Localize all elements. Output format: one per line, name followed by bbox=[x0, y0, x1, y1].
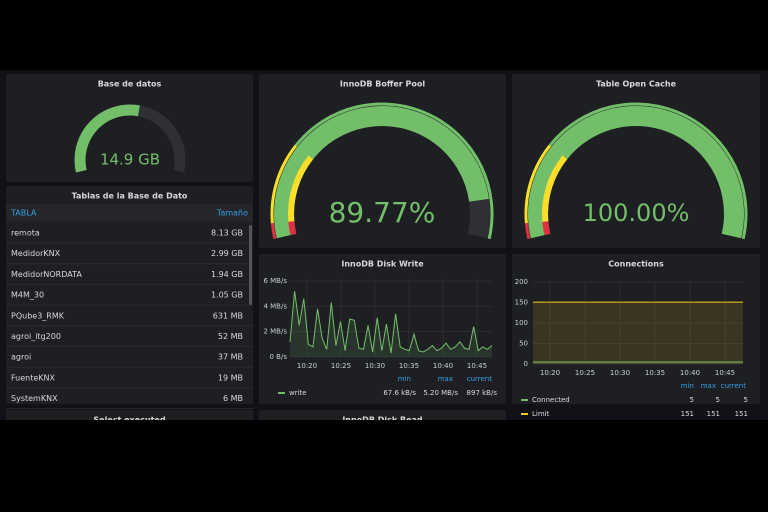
panel-title: Base de datos bbox=[98, 80, 162, 89]
cell: 6 MB bbox=[223, 394, 243, 403]
cell: 52 MB bbox=[218, 332, 243, 341]
gauge-arc bbox=[74, 104, 140, 173]
gauge-value: 89.77% bbox=[329, 196, 436, 229]
cell: MedidorNORDATA bbox=[11, 270, 82, 279]
legend-stat: 151 bbox=[707, 410, 720, 418]
legend-header: max bbox=[438, 375, 453, 383]
cell: 8.13 GB bbox=[211, 229, 243, 238]
x-tick-label: 10:40 bbox=[433, 362, 453, 370]
legend-stat: 151 bbox=[735, 410, 748, 418]
series-area bbox=[290, 291, 492, 357]
cell: 37 MB bbox=[218, 353, 243, 362]
y-tick-label: 4 MB/s bbox=[263, 302, 287, 310]
x-tick-label: 10:25 bbox=[331, 362, 351, 370]
panel-title: InnoDB Boffer Pool bbox=[340, 80, 425, 89]
panel-title: Table Open Cache bbox=[596, 80, 677, 89]
panel-title: Connections bbox=[608, 260, 664, 269]
gauge-arc bbox=[288, 221, 297, 236]
legend-stat: 151 bbox=[681, 410, 694, 418]
gauge-value: 14.9 GB bbox=[100, 151, 160, 169]
cell: 19 MB bbox=[218, 373, 243, 382]
gauge-arc bbox=[270, 144, 298, 224]
gauge-arc bbox=[274, 106, 489, 239]
legend-name: Connected bbox=[532, 396, 570, 404]
cell: 1.94 GB bbox=[211, 270, 243, 279]
cell: 1.05 GB bbox=[211, 291, 243, 300]
panel-title: Tablas de la Base de Dato bbox=[72, 192, 188, 201]
cell: PQube3_RMK bbox=[11, 311, 65, 320]
y-tick-label: 0 bbox=[524, 360, 528, 368]
series-area bbox=[533, 361, 743, 364]
gauge-arc bbox=[542, 221, 551, 236]
x-tick-label: 10:35 bbox=[645, 369, 665, 377]
panel bbox=[512, 254, 760, 404]
cell: agroi bbox=[11, 353, 31, 362]
gauge-arc bbox=[548, 102, 748, 240]
cell: M4M_30 bbox=[11, 291, 44, 300]
gauge-arc bbox=[288, 155, 314, 222]
panel bbox=[259, 410, 506, 420]
legend-header: max bbox=[701, 382, 716, 390]
panel bbox=[6, 186, 253, 404]
y-tick-label: 100 bbox=[515, 319, 528, 327]
legend-stat: 5 bbox=[716, 396, 720, 404]
y-tick-label: 150 bbox=[515, 299, 528, 307]
gauge-arc bbox=[270, 222, 277, 240]
x-tick-label: 10:45 bbox=[467, 362, 487, 370]
x-tick-label: 10:35 bbox=[399, 362, 419, 370]
x-tick-label: 10:40 bbox=[680, 369, 700, 377]
series-line bbox=[289, 291, 493, 354]
gauge-arc bbox=[524, 144, 552, 224]
x-tick-label: 10:30 bbox=[610, 369, 630, 377]
legend-stat: 897 kB/s bbox=[467, 389, 498, 397]
cell: remota bbox=[11, 229, 40, 238]
legend-stat: 67.6 kB/s bbox=[383, 389, 416, 397]
x-tick-label: 10:30 bbox=[365, 362, 385, 370]
legend-header: current bbox=[721, 382, 747, 390]
y-tick-label: 50 bbox=[519, 340, 528, 348]
legend-name: write bbox=[289, 389, 307, 397]
cell: 631 MB bbox=[213, 311, 243, 320]
legend-header: current bbox=[467, 375, 493, 383]
panel-title: Select executed bbox=[93, 416, 165, 425]
legend-stat: 5 bbox=[744, 396, 748, 404]
legend-stat: 5 bbox=[690, 396, 694, 404]
x-tick-label: 10:45 bbox=[715, 369, 735, 377]
legend-header: min bbox=[681, 382, 694, 390]
panel bbox=[259, 254, 506, 404]
x-tick-label: 10:20 bbox=[297, 362, 317, 370]
y-tick-label: 0 B/s bbox=[270, 353, 288, 361]
cell: agroi_itg200 bbox=[11, 332, 61, 341]
gauge-arc bbox=[294, 102, 494, 240]
y-tick-label: 6 MB/s bbox=[263, 277, 287, 285]
panel bbox=[512, 74, 760, 248]
gauge-arc bbox=[524, 222, 531, 240]
cell: FuenteKNX bbox=[11, 373, 56, 382]
cell: SystemKNX bbox=[11, 394, 58, 403]
legend-stat: 5.20 MB/s bbox=[423, 389, 458, 397]
scrollbar[interactable] bbox=[249, 225, 252, 305]
gauge-arc bbox=[528, 106, 744, 239]
cell: 2.99 GB bbox=[211, 249, 243, 258]
table-header bbox=[6, 204, 253, 222]
column-header: TABLA bbox=[10, 209, 37, 218]
legend-name: Limit bbox=[532, 410, 550, 418]
gauge-arc bbox=[542, 155, 568, 222]
column-header: Tamaño bbox=[216, 209, 248, 218]
x-tick-label: 10:25 bbox=[575, 369, 595, 377]
series-area bbox=[533, 302, 743, 364]
panel bbox=[6, 410, 253, 420]
y-tick-label: 2 MB/s bbox=[263, 328, 287, 336]
panel-title: InnoDB Disk Write bbox=[341, 260, 424, 269]
y-tick-label: 200 bbox=[515, 278, 528, 286]
panels: Base de datos 14.9 GB InnoDB Boffer Pool 89… bbox=[6, 74, 760, 425]
gauge-value: 100.00% bbox=[583, 199, 690, 227]
x-tick-label: 10:20 bbox=[540, 369, 560, 377]
panel bbox=[6, 74, 253, 182]
panel-title: InnoDB Disk Read bbox=[342, 416, 423, 425]
panel bbox=[259, 74, 506, 248]
legend-header: min bbox=[398, 375, 411, 383]
cell: MedidorKNX bbox=[11, 249, 61, 258]
